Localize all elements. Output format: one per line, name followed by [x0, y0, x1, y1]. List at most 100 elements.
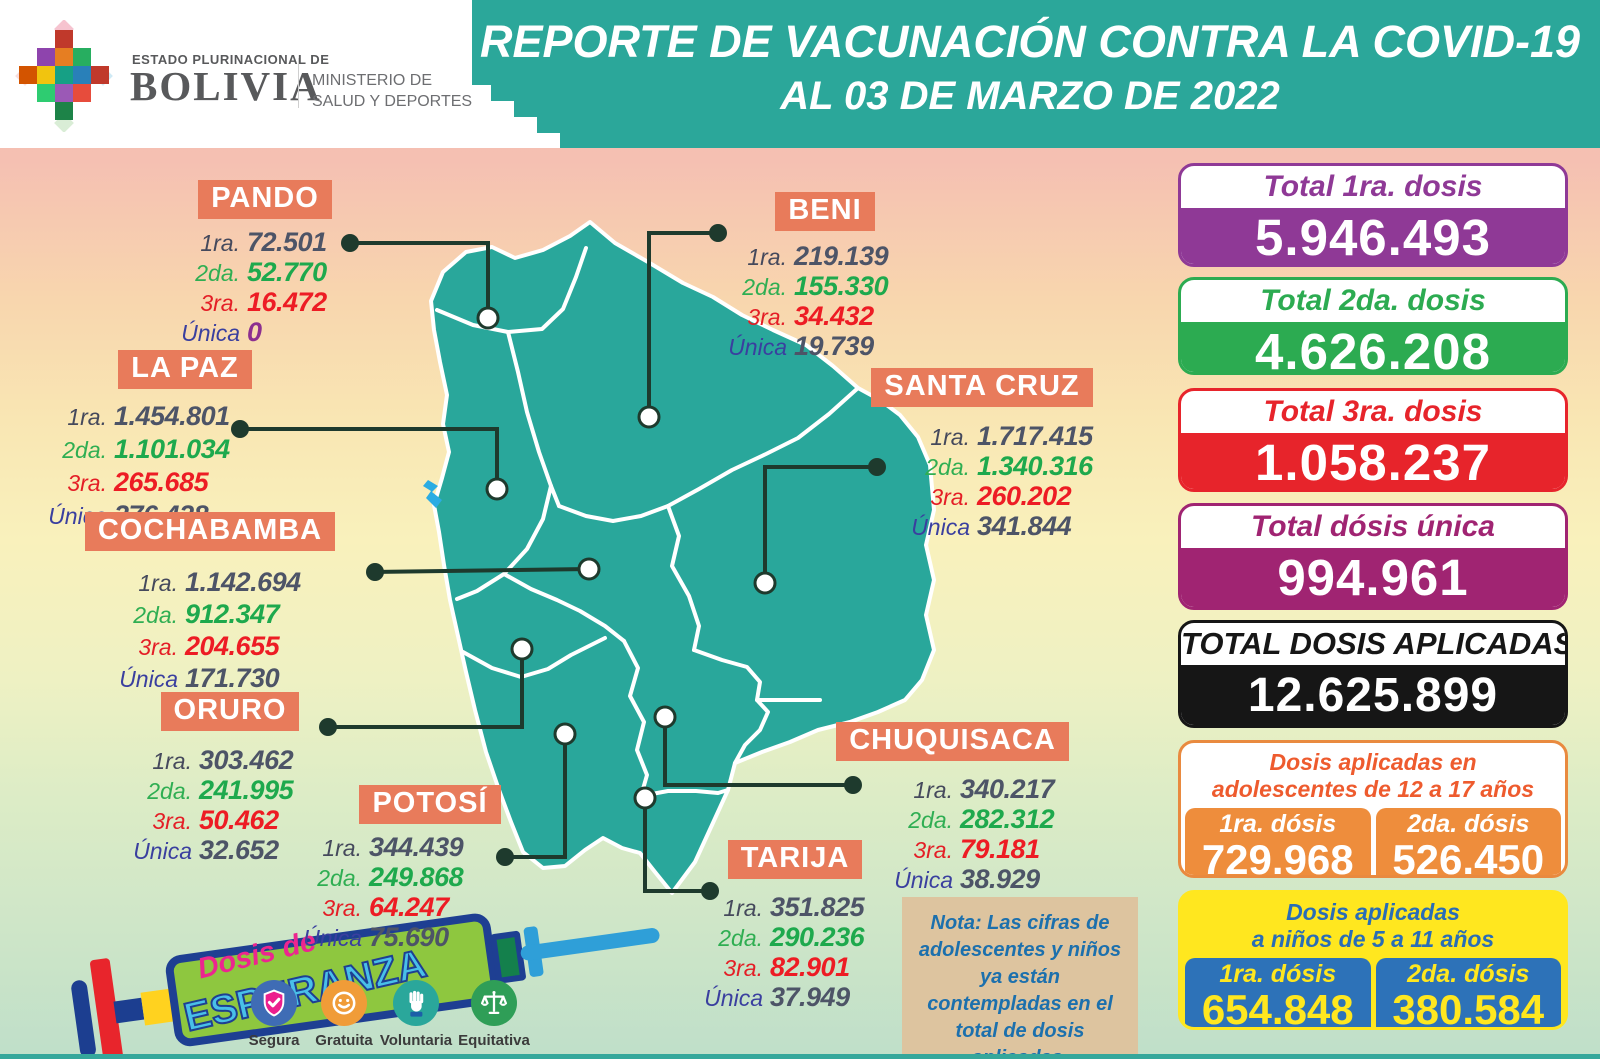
dose-label: Única: [181, 320, 240, 346]
dept-stats: 1ra. 1.717.415 2da. 1.340.316 3ra. 260.202 …: [832, 421, 1132, 541]
dose-value: 32.652: [199, 835, 279, 865]
dept-stats: 1ra. 219.139 2da. 155.330 3ra. 34.432 Única…: [690, 241, 960, 361]
dose-value: 265.685: [114, 467, 209, 497]
dose-row-single: Única 0: [130, 317, 400, 347]
dept-pando: PANDO 1ra. 72.501 2da. 52.770 3ra. 16.472 Ú…: [130, 180, 400, 347]
dose-row-second: 2da. 155.330: [690, 271, 960, 301]
dose-row-second: 2da. 912.347: [60, 599, 360, 631]
dose-value: 290.236: [770, 922, 865, 952]
dose-value: 344.439: [369, 832, 464, 862]
dose-label: Única: [728, 334, 787, 360]
shield-check-icon: [251, 980, 297, 1026]
dose-label: 2da.: [62, 437, 107, 463]
dose-row-first: 1ra. 1.717.415: [832, 421, 1132, 451]
dept-title: CHUQUISACA: [836, 722, 1069, 761]
dose-value: 64.247: [369, 892, 449, 922]
dose-row-third: 3ra. 265.685: [20, 467, 350, 500]
dose-label: 3ra.: [200, 290, 240, 316]
total-third-dose-card: Total 3ra. dosis 1.058.237: [1178, 388, 1568, 492]
dose-label: Única: [911, 514, 970, 540]
footnote-box: Nota: Las cifras de adolescentes y niños…: [902, 897, 1138, 1059]
total-card-title: Total 2da. dosis: [1260, 284, 1486, 317]
dose-value: 19.739: [794, 331, 874, 361]
dose-label: 1ra.: [747, 244, 787, 270]
footnote-text: Las cifras de adolescentes y niños ya es…: [918, 912, 1122, 1059]
dept-title: COCHABAMBA: [84, 512, 336, 551]
brand-ministry-text: MINISTERIO DE SALUD Y DEPORTES: [312, 72, 473, 110]
dose-row-first: 1ra. 351.825: [655, 892, 935, 922]
dose-label: 1ra.: [152, 748, 192, 774]
dose-row-third: 3ra. 64.247: [290, 892, 570, 922]
dose-label: 1ra.: [723, 895, 763, 921]
dose-row-third: 3ra. 82.901: [655, 952, 935, 982]
dose-row-first: 1ra. 219.139: [690, 241, 960, 271]
total-card-value: 994.961: [1181, 548, 1565, 607]
report-date: AL 03 DE MARZO DE 2022: [780, 74, 1280, 118]
dose-value: 241.995: [199, 775, 294, 805]
dose-label: 1ra.: [913, 777, 953, 803]
dose-row-single: Única 19.739: [690, 331, 960, 361]
dose-value: 204.655: [185, 631, 280, 661]
dose-row-third: 3ra. 16.472: [130, 287, 400, 317]
principle-label: Equitativa: [458, 1032, 530, 1049]
brand-estado-text: ESTADO PLURINACIONAL DE: [132, 52, 330, 67]
dose-row-second: 2da. 1.101.034: [20, 434, 350, 467]
syringe-plunger-link: [113, 997, 145, 1024]
dept-santa-cruz: SANTA CRUZ 1ra. 1.717.415 2da. 1.340.316 3…: [832, 368, 1132, 541]
dose-label: Única: [133, 838, 192, 864]
total-card-title: Total dósis única: [1251, 510, 1495, 543]
dose-value: 37.949: [770, 982, 850, 1012]
dose-value: 260.202: [977, 481, 1072, 511]
principle-equitativa: Equitativa: [449, 980, 539, 1049]
dose-value: 50.462: [199, 805, 279, 835]
dose-label: 3ra.: [322, 895, 362, 921]
report-title: REPORTE DE VACUNACIÓN CONTRA LA COVID-19: [479, 16, 1581, 67]
dept-beni: BENI 1ra. 219.139 2da. 155.330 3ra. 34.432 …: [690, 192, 960, 361]
dose-label: 1ra.: [322, 835, 362, 861]
dose-value: 0: [247, 317, 262, 347]
dose-value: 340.217: [960, 774, 1055, 804]
dose-row-second: 2da. 241.995: [95, 775, 365, 805]
total-single-dose-card: Total dósis única 994.961: [1178, 503, 1568, 610]
principle-label: Segura: [248, 1032, 300, 1049]
dose-value: 282.312: [960, 804, 1055, 834]
dose-label: 1ra.: [67, 404, 107, 430]
dose-value: 1.717.415: [977, 421, 1093, 451]
dept-title: SANTA CRUZ: [871, 368, 1093, 407]
dose-row-second: 2da. 282.312: [805, 804, 1100, 834]
dose-row-single: Única 171.730: [60, 663, 360, 695]
dose-value: 171.730: [185, 663, 280, 693]
dept-cochabamba: COCHABAMBA 1ra. 1.142.694 2da. 912.347 3ra…: [60, 512, 360, 695]
brand-divider: [298, 58, 299, 108]
total-card-title: Total 3ra. dosis: [1263, 395, 1483, 428]
dose-label: 3ra.: [152, 808, 192, 834]
dose-value: 341.844: [977, 511, 1072, 541]
dose-label: 2da.: [133, 602, 178, 628]
dose-row-single: Única 37.949: [655, 982, 935, 1012]
dose-row-first: 1ra. 1.454.801: [20, 401, 350, 434]
dose-label: 2da.: [908, 807, 953, 833]
dept-title: LA PAZ: [118, 350, 252, 389]
dose-value: 1.142.694: [185, 567, 301, 597]
dose-label: 3ra.: [723, 955, 763, 981]
dose-row-single: Única 341.844: [832, 511, 1132, 541]
dose-label: 1ra.: [138, 570, 178, 596]
dose-row-second: 2da. 290.236: [655, 922, 935, 952]
total-card-value: 5.946.493: [1181, 208, 1565, 264]
children-doses-card: Dosis aplicadas a niños de 5 a 11 años 1…: [1178, 890, 1568, 1030]
total-card-value: 12.625.899: [1181, 665, 1565, 725]
dose-row-third: 3ra. 260.202: [832, 481, 1132, 511]
dose-value: 52.770: [247, 257, 327, 287]
dose-row-first: 1ra. 340.217: [805, 774, 1100, 804]
dose-row-third: 3ra. 204.655: [60, 631, 360, 663]
dose-value: 38.929: [960, 864, 1040, 894]
total-first-dose-card: Total 1ra. dosis 5.946.493: [1178, 163, 1568, 267]
dose-row-first: 1ra. 1.142.694: [60, 567, 360, 599]
dose-value: 16.472: [247, 287, 327, 317]
dose-row-single: Única 75.690: [290, 922, 570, 952]
dose-value: 1.101.034: [114, 434, 230, 464]
dose-value: 72.501: [247, 227, 327, 257]
footnote-prefix: Nota:: [930, 912, 982, 934]
dept-stats: 1ra. 303.462 2da. 241.995 3ra. 50.462 Única…: [95, 745, 365, 865]
dose-row-third: 3ra. 34.432: [690, 301, 960, 331]
